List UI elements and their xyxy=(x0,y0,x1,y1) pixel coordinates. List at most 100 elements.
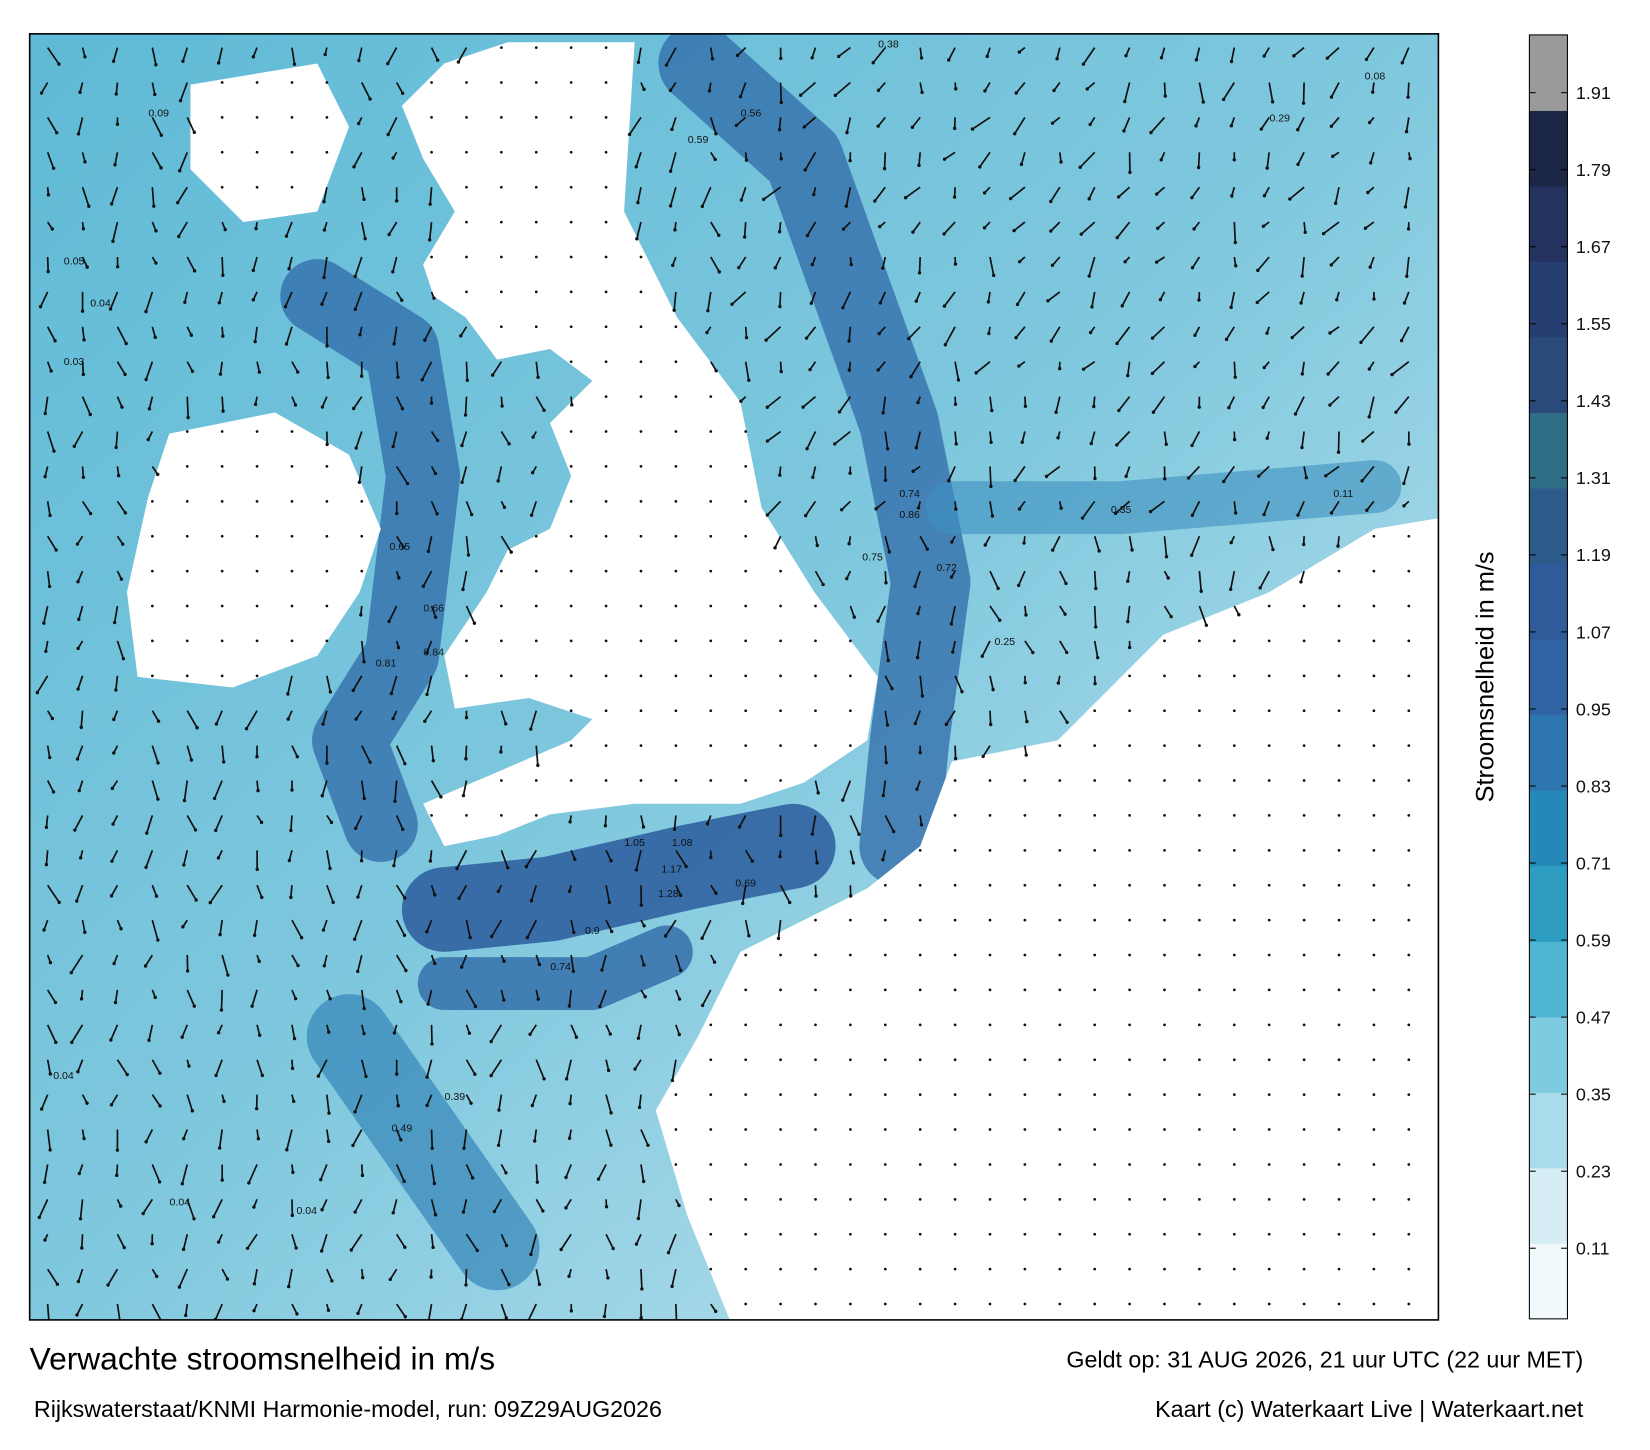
calm-dot xyxy=(569,674,573,678)
arrow-head xyxy=(714,1309,718,1314)
arrow-head xyxy=(1194,124,1198,128)
arrow-head xyxy=(356,895,360,899)
calm-dot xyxy=(290,116,294,119)
arrow-head xyxy=(1258,586,1262,590)
current-arrow xyxy=(841,500,851,511)
arrow-head xyxy=(572,930,576,935)
arrow-head xyxy=(882,166,887,171)
arrow-head xyxy=(459,334,463,338)
arrow-head xyxy=(541,1209,545,1213)
arrow-head xyxy=(401,827,405,832)
arrow-head xyxy=(218,932,222,937)
calm-dot xyxy=(709,1163,713,1166)
arrow-head xyxy=(1025,719,1029,724)
arrow-head xyxy=(218,372,223,376)
current-arrow xyxy=(1191,431,1201,446)
arrow-head xyxy=(329,820,334,825)
arrow-head xyxy=(87,204,91,208)
calm-dot xyxy=(744,1023,748,1027)
current-arrow xyxy=(218,1129,223,1149)
current-arrow xyxy=(675,1024,681,1035)
current-arrow xyxy=(779,884,791,903)
calm-dot xyxy=(220,569,224,573)
arrow-head xyxy=(1080,516,1085,520)
arrow-head xyxy=(331,900,335,904)
arrow-head xyxy=(326,1139,331,1144)
current-arrow xyxy=(465,919,471,938)
calm-dot xyxy=(709,1093,713,1097)
calm-dot xyxy=(779,604,782,608)
arrow-head xyxy=(1049,229,1053,233)
arrow-head xyxy=(1255,300,1259,305)
current-arrow xyxy=(291,47,296,65)
current-arrow xyxy=(1121,291,1131,307)
arrow-head xyxy=(989,722,993,727)
arrow-head xyxy=(739,198,744,202)
arrow-head xyxy=(425,1075,429,1079)
calm-dot xyxy=(1302,848,1306,852)
calm-dot xyxy=(918,1197,922,1201)
arrow-head xyxy=(181,1137,186,1141)
arrow-head xyxy=(152,204,156,208)
calm-dot xyxy=(639,639,643,643)
calm-dot xyxy=(849,1232,852,1236)
calm-dot xyxy=(1198,883,1201,887)
arrow-head xyxy=(845,576,849,581)
current-arrow xyxy=(811,815,817,835)
calm-dot xyxy=(814,1197,817,1201)
arrow-head xyxy=(1130,548,1134,552)
arrow-head xyxy=(1364,57,1369,62)
arrow-head xyxy=(504,1316,508,1320)
calm-dot xyxy=(499,674,503,678)
current-arrow xyxy=(245,710,258,730)
current-arrow xyxy=(462,780,468,796)
arrow-head xyxy=(144,309,148,314)
calm-dot xyxy=(220,465,224,468)
arrow-head xyxy=(705,330,709,335)
arrow-head xyxy=(320,405,325,409)
current-arrow xyxy=(640,1269,643,1289)
arrow-head xyxy=(1321,231,1326,236)
current-arrow xyxy=(701,919,712,939)
colorbar-band xyxy=(1529,941,1568,1018)
current-arrow xyxy=(287,1268,293,1287)
arrow-head xyxy=(778,304,782,309)
current-arrow xyxy=(1156,186,1166,195)
current-arrow xyxy=(908,326,921,340)
arrow-head xyxy=(48,513,52,518)
arrow-head xyxy=(156,761,160,765)
calm-dot xyxy=(1163,1128,1166,1131)
colorbar-tick-label: 1.43 xyxy=(1576,391,1611,411)
current-arrow xyxy=(186,815,197,831)
calm-dot xyxy=(1302,1302,1306,1306)
colorbar-band xyxy=(1529,865,1568,942)
calm-dot xyxy=(1337,1232,1341,1236)
calm-dot xyxy=(1163,848,1166,852)
current-arrow xyxy=(535,1059,545,1080)
arrow-head xyxy=(156,719,161,723)
arrow-head xyxy=(663,934,668,938)
current-arrow xyxy=(979,151,991,168)
current-arrow xyxy=(884,536,891,553)
calm-dot xyxy=(988,1128,992,1131)
arrow-head xyxy=(430,1042,434,1046)
arrow-head xyxy=(1192,227,1196,231)
arrow-head xyxy=(53,1000,58,1005)
arrow-head xyxy=(466,553,471,557)
speed-label: 0.04 xyxy=(90,298,111,310)
arrow-head xyxy=(603,823,608,828)
current-arrow xyxy=(846,117,852,133)
calm-dot xyxy=(988,1232,992,1236)
arrow-head xyxy=(1052,88,1056,93)
current-arrow xyxy=(182,47,189,62)
current-arrow xyxy=(731,291,747,305)
calm-dot xyxy=(534,674,538,678)
arrow-head xyxy=(119,577,124,581)
current-arrow xyxy=(322,919,328,931)
current-arrow xyxy=(765,326,782,341)
arrow-head xyxy=(1115,443,1119,447)
calm-dot xyxy=(1407,674,1411,678)
arrow-head xyxy=(1296,162,1300,167)
current-arrow xyxy=(326,850,331,869)
